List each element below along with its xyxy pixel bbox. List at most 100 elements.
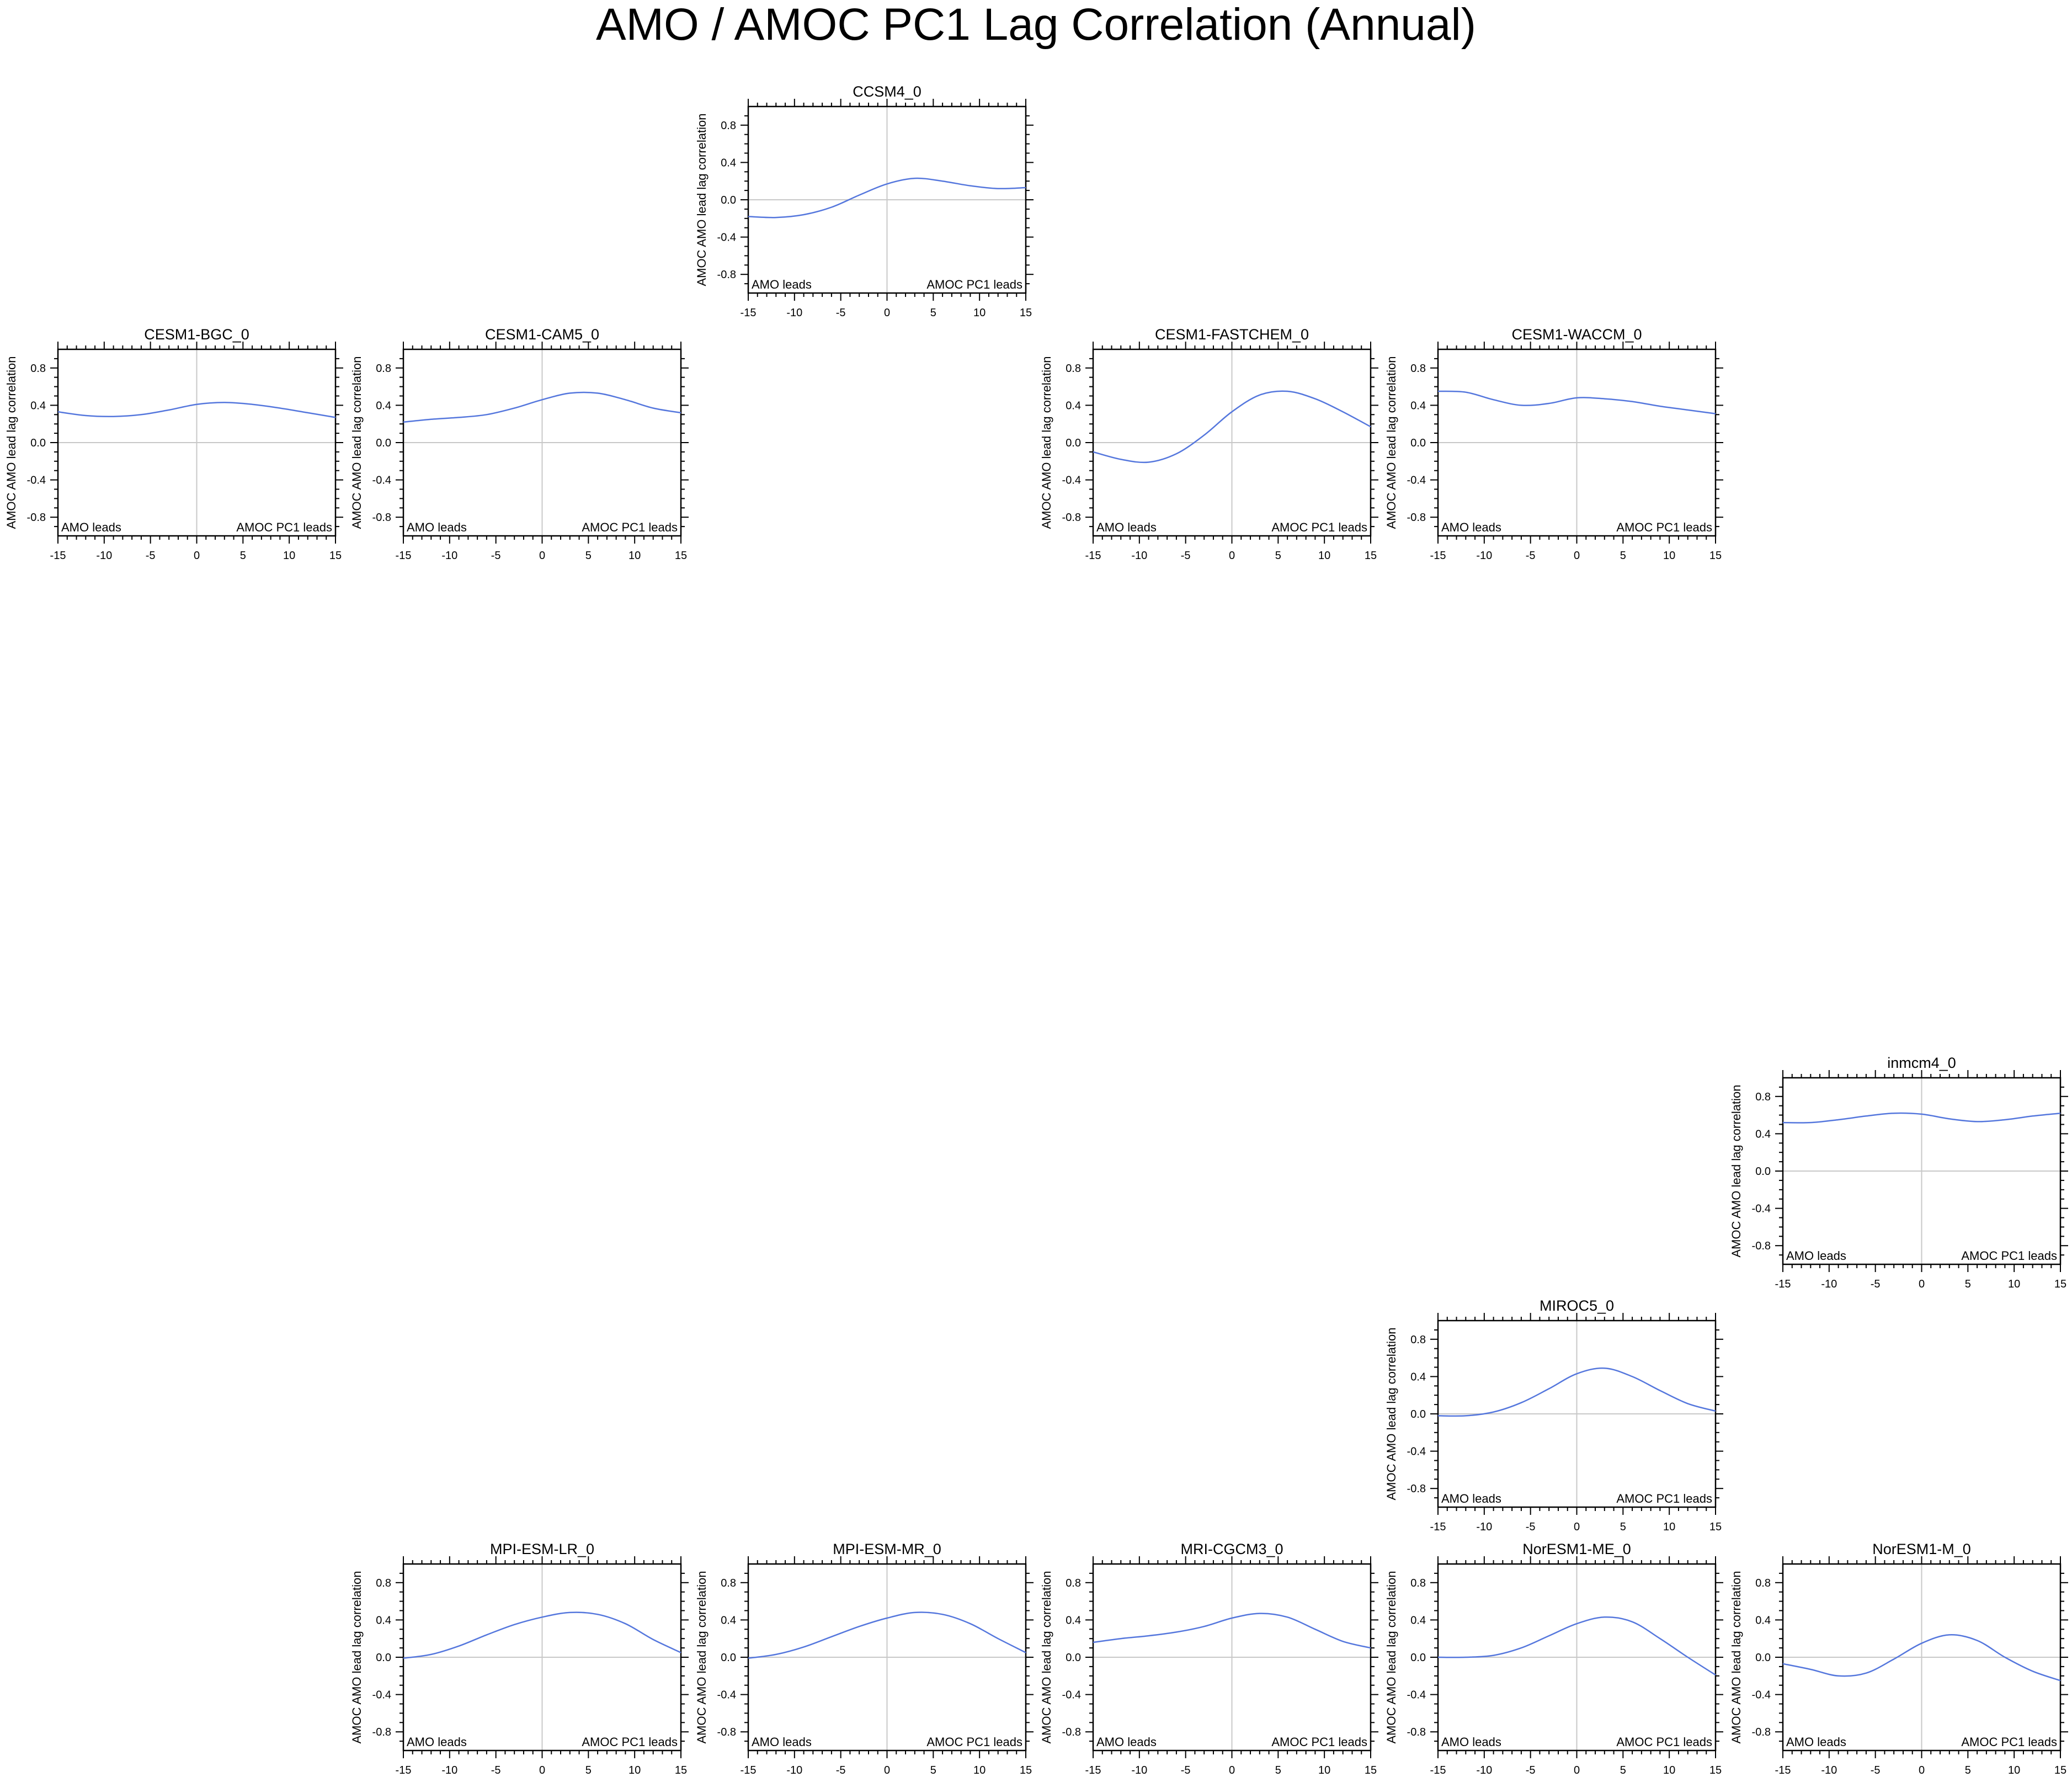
- panel-title: CESM1-CAM5_0: [485, 326, 599, 343]
- x-tick-label: 0: [539, 550, 545, 562]
- y-tick-label: -0.8: [717, 269, 736, 281]
- y-tick-label: -0.8: [717, 1726, 736, 1738]
- series-line: [1437, 1616, 1716, 1676]
- right-annotation: AMOC PC1 leads: [1271, 1735, 1367, 1749]
- x-tick-label: 0: [1229, 550, 1235, 562]
- panel-title: CESM1-FASTCHEM_0: [1155, 326, 1309, 343]
- x-tick-label: 15: [1709, 1521, 1722, 1533]
- x-tick-label: 15: [2054, 1764, 2066, 1776]
- x-tick-label: -15: [1775, 1764, 1791, 1776]
- y-tick-label: 0.0: [1410, 1652, 1426, 1664]
- x-tick-label: 15: [1365, 550, 1377, 562]
- chart-panel: -15 -10 -5 0 5 10 15 0.8 0.4 0.0 -0.4 -0.8 MPI-ESM-M…: [695, 1541, 1034, 1776]
- x-tick-label: 15: [675, 550, 687, 562]
- x-tick-label: -10: [1131, 550, 1147, 562]
- series-line: [748, 1611, 1026, 1659]
- y-tick-label: -0.8: [372, 512, 391, 524]
- panel-title: CESM1-WACCM_0: [1511, 326, 1642, 343]
- x-tick-label: 10: [1663, 550, 1675, 562]
- x-tick-label: 10: [2008, 1278, 2020, 1290]
- y-tick-label: -0.4: [1062, 475, 1081, 487]
- series-line: [1782, 1112, 2061, 1124]
- x-tick-label: -5: [1181, 1764, 1191, 1776]
- y-tick-label: 0.4: [1066, 400, 1081, 412]
- y-tick-label: -0.4: [1407, 1446, 1426, 1458]
- x-tick-label: -15: [1430, 550, 1446, 562]
- panel-title: NorESM1-M_0: [1872, 1541, 1971, 1557]
- x-tick-label: 10: [973, 1764, 986, 1776]
- y-axis-label: AMOC AMO lead lag correlation: [695, 1571, 709, 1743]
- y-tick-label: 0.4: [1410, 1614, 1426, 1626]
- y-tick-label: -0.4: [1062, 1689, 1081, 1701]
- chart-panel: -15 -10 -5 0 5 10 15 0.8 0.4 0.0 -0.4 -0.8 NorESM1-M…: [1384, 1541, 1723, 1776]
- chart-panel: -15 -10 -5 0 5 10 15 0.8 0.4 0.0 -0.4 -0.8 CESM1-BGC…: [4, 326, 343, 562]
- x-tick-label: -5: [1526, 550, 1536, 562]
- x-tick-label: -15: [396, 1764, 412, 1776]
- chart-panel: -15 -10 -5 0 5 10 15 0.8 0.4 0.0 -0.4 -0.8 CESM1-FAS…: [1040, 326, 1378, 562]
- x-tick-label: 0: [1229, 1764, 1235, 1776]
- series-line: [1437, 1367, 1716, 1417]
- x-tick-label: 10: [973, 307, 986, 319]
- panel-title: MPI-ESM-MR_0: [833, 1541, 941, 1557]
- panel-title: MRI-CGCM3_0: [1180, 1541, 1283, 1557]
- x-tick-label: 10: [1318, 1764, 1330, 1776]
- y-tick-label: -0.4: [27, 475, 46, 487]
- x-tick-label: 5: [240, 550, 246, 562]
- y-tick-label: -0.4: [1407, 1689, 1426, 1701]
- right-annotation: AMOC PC1 leads: [1271, 520, 1367, 534]
- x-tick-label: -5: [1871, 1764, 1881, 1776]
- right-annotation: AMOC PC1 leads: [1961, 1735, 2057, 1749]
- x-tick-label: -10: [441, 1764, 457, 1776]
- series-line: [748, 177, 1026, 219]
- x-tick-label: -15: [1430, 1521, 1446, 1533]
- panel-title: CCSM4_0: [853, 83, 922, 100]
- y-tick-label: 0.4: [376, 1614, 391, 1626]
- left-annotation: AMO leads: [752, 278, 812, 291]
- x-tick-label: -15: [50, 550, 66, 562]
- x-tick-label: -10: [1821, 1278, 1837, 1290]
- x-tick-label: -10: [96, 550, 112, 562]
- x-tick-label: 10: [628, 550, 641, 562]
- chart-panel: -15 -10 -5 0 5 10 15 0.8 0.4 0.0 -0.4 -0.8 MPI-ESM-L…: [350, 1541, 689, 1776]
- x-tick-label: -5: [836, 1764, 846, 1776]
- y-tick-label: 0.0: [376, 437, 391, 449]
- y-tick-label: 0.4: [1066, 1614, 1081, 1626]
- y-tick-label: -0.4: [1407, 475, 1426, 487]
- x-tick-label: 5: [930, 1764, 936, 1776]
- x-tick-label: 15: [1709, 1764, 1722, 1776]
- y-tick-label: -0.8: [1062, 1726, 1081, 1738]
- x-tick-label: -5: [146, 550, 156, 562]
- y-tick-label: 0.4: [1410, 400, 1426, 412]
- y-tick-label: 0.8: [1755, 1577, 1771, 1589]
- y-tick-label: -0.8: [1407, 1483, 1426, 1495]
- y-tick-label: 0.4: [1755, 1614, 1771, 1626]
- x-tick-label: -5: [1526, 1764, 1536, 1776]
- y-tick-label: 0.8: [721, 1577, 736, 1589]
- panel-title: MIROC5_0: [1540, 1297, 1614, 1314]
- x-tick-label: -10: [1476, 1521, 1492, 1533]
- x-tick-label: 0: [1574, 550, 1580, 562]
- x-tick-label: -5: [491, 550, 501, 562]
- y-tick-label: 0.0: [1066, 437, 1081, 449]
- series-line: [1093, 390, 1371, 464]
- x-tick-label: -15: [1085, 550, 1101, 562]
- x-tick-label: 10: [1663, 1764, 1675, 1776]
- y-axis-label: AMOC AMO lead lag correlation: [695, 113, 709, 286]
- x-tick-label: 10: [283, 550, 295, 562]
- left-annotation: AMO leads: [1096, 520, 1157, 534]
- left-annotation: AMO leads: [1096, 1735, 1157, 1749]
- x-tick-label: 15: [1365, 1764, 1377, 1776]
- x-tick-label: -15: [741, 1764, 757, 1776]
- y-tick-label: 0.8: [30, 363, 46, 375]
- right-annotation: AMOC PC1 leads: [1616, 1735, 1712, 1749]
- x-tick-label: 5: [1620, 1764, 1626, 1776]
- y-tick-label: 0.0: [30, 437, 46, 449]
- y-tick-label: 0.8: [1755, 1091, 1771, 1103]
- y-axis-label: AMOC AMO lead lag correlation: [1729, 1084, 1743, 1257]
- left-annotation: AMO leads: [407, 1735, 467, 1749]
- x-tick-label: 15: [1709, 550, 1722, 562]
- chart-panel: -15 -10 -5 0 5 10 15 0.8 0.4 0.0 -0.4 -0.8 CESM1-CAM…: [350, 326, 689, 562]
- right-annotation: AMOC PC1 leads: [1961, 1249, 2057, 1263]
- y-tick-label: 0.4: [1755, 1128, 1771, 1140]
- x-tick-label: 5: [1620, 1521, 1626, 1533]
